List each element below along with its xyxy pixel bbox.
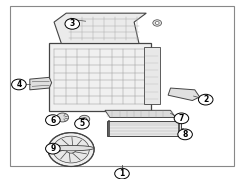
Text: 3: 3	[70, 19, 75, 28]
Circle shape	[153, 20, 162, 26]
Circle shape	[115, 168, 129, 179]
Polygon shape	[30, 77, 52, 90]
Circle shape	[82, 118, 87, 121]
Polygon shape	[105, 110, 175, 118]
Polygon shape	[168, 88, 200, 100]
Text: 2: 2	[203, 95, 208, 104]
Circle shape	[174, 113, 189, 124]
Polygon shape	[49, 44, 151, 111]
Circle shape	[46, 115, 60, 125]
Circle shape	[198, 94, 213, 105]
Ellipse shape	[48, 145, 94, 151]
Text: 9: 9	[50, 144, 55, 153]
Circle shape	[12, 79, 26, 90]
Circle shape	[178, 129, 192, 140]
Circle shape	[79, 115, 90, 123]
Circle shape	[48, 133, 94, 166]
Text: 1: 1	[119, 169, 125, 178]
Circle shape	[57, 113, 69, 122]
Circle shape	[46, 143, 60, 154]
Circle shape	[155, 22, 159, 24]
Bar	[107, 121, 182, 136]
Text: 7: 7	[179, 114, 184, 123]
Bar	[144, 47, 160, 104]
Text: 5: 5	[79, 119, 84, 128]
Text: 6: 6	[50, 116, 55, 125]
Text: 4: 4	[16, 80, 21, 89]
Text: 8: 8	[183, 130, 188, 139]
Circle shape	[53, 136, 89, 163]
Polygon shape	[54, 13, 146, 44]
Circle shape	[66, 146, 76, 153]
Circle shape	[65, 19, 80, 29]
Circle shape	[75, 118, 89, 129]
